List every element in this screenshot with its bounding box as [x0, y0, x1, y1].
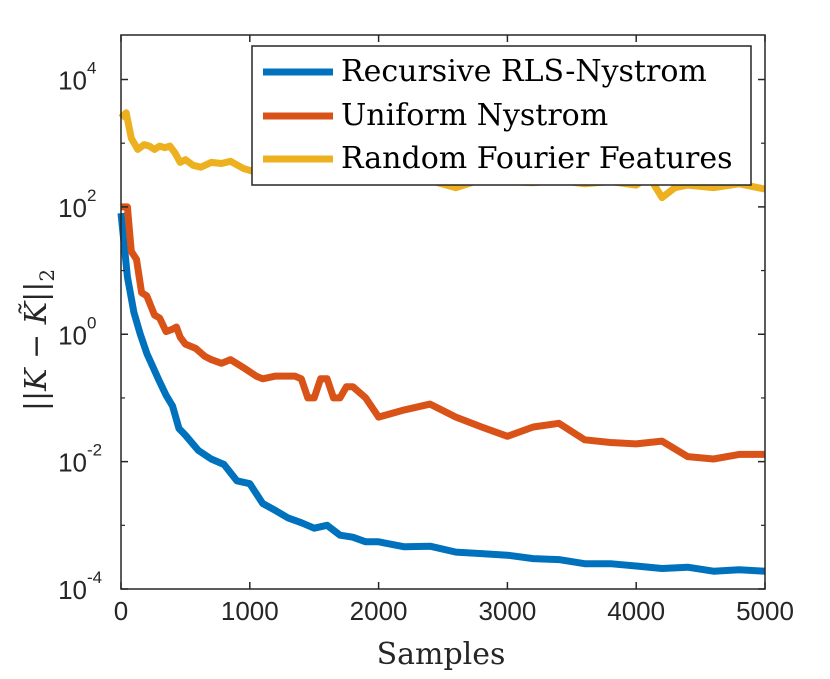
- y-tick-label-exponent: -2: [87, 441, 102, 460]
- series-line-recursive-rls-nystrom: [117, 212, 766, 575]
- y-axis-title-subscript: 2: [35, 269, 59, 282]
- y-tick-label: 10: [58, 66, 87, 96]
- legend-label-uniform-nystrom: Uniform Nystrom: [341, 98, 608, 133]
- x-axis-title: Samples: [377, 637, 506, 672]
- y-tick-label: 10: [58, 448, 87, 478]
- y-axis-title: ||K − K̃||2: [19, 269, 59, 411]
- legend: Recursive RLS-Nystrom Uniform Nystrom Ra…: [251, 45, 752, 186]
- x-tick-label: 0: [114, 596, 128, 626]
- legend-box: [251, 45, 752, 186]
- legend-label-recursive-rls-nystrom: Recursive RLS-Nystrom: [341, 54, 707, 89]
- y-tick-label: 10: [58, 575, 87, 605]
- y-tick-label-exponent: 0: [87, 313, 96, 332]
- y-tick-label-exponent: 4: [87, 59, 96, 78]
- y-axis-title-expression: K − K̃: [19, 300, 54, 392]
- series-line-uniform-nystrom: [121, 203, 765, 463]
- legend-label-random-fourier-features: Random Fourier Features: [341, 141, 733, 176]
- x-tick-label: 1000: [221, 596, 279, 626]
- svg-text:||K − K̃||2: ||K − K̃||2: [19, 269, 59, 411]
- y-tick-label-exponent: -4: [87, 568, 102, 587]
- y-tick-label: 10: [58, 193, 87, 223]
- x-tick-label: 4000: [607, 596, 665, 626]
- y-tick-label-exponent: 2: [87, 186, 96, 205]
- y-axis-title-norm-close: ||: [19, 282, 54, 302]
- y-tick-label: 10: [58, 320, 87, 350]
- y-axis-title-norm-open: ||: [19, 391, 54, 411]
- x-tick-label: 5000: [736, 596, 794, 626]
- plot-frame: [120, 34, 766, 590]
- x-tick-label: 2000: [350, 596, 408, 626]
- x-tick-label: 3000: [478, 596, 536, 626]
